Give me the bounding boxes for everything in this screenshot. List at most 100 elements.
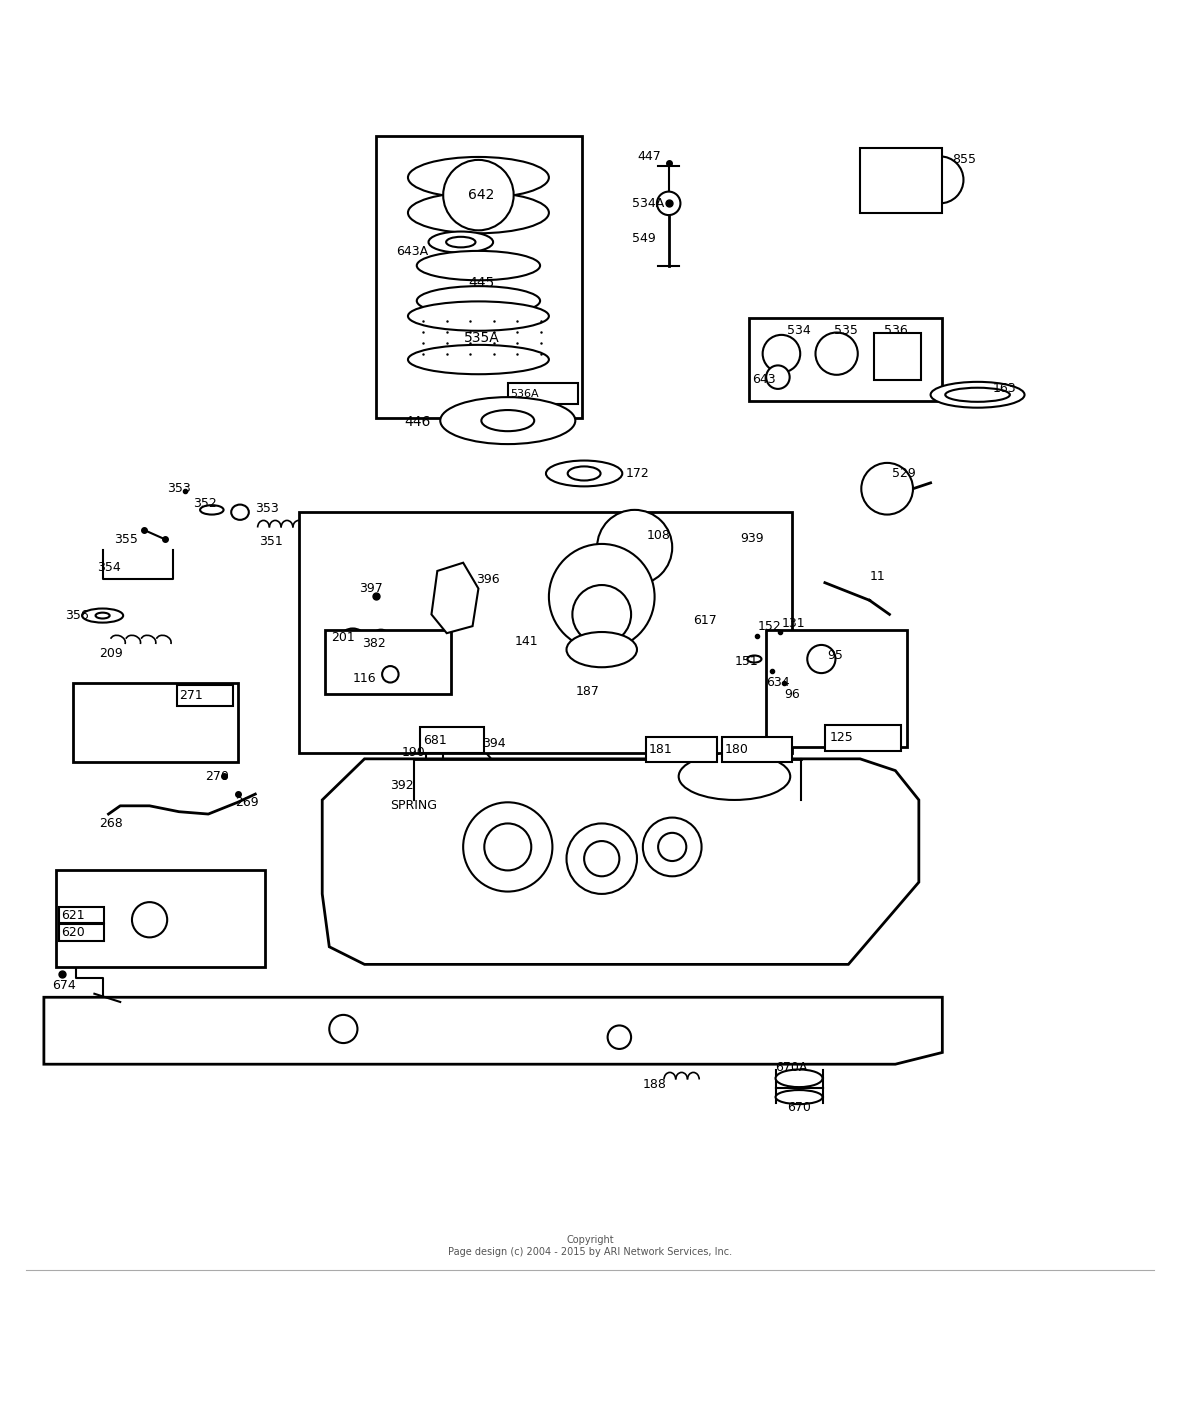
Text: 116: 116: [353, 672, 376, 685]
Text: 536A: 536A: [510, 388, 539, 398]
Polygon shape: [322, 758, 919, 964]
Ellipse shape: [678, 753, 791, 801]
Circle shape: [762, 335, 800, 373]
Text: 397: 397: [359, 582, 382, 594]
Text: 674: 674: [52, 979, 76, 993]
Text: 96: 96: [784, 688, 800, 700]
Ellipse shape: [96, 613, 110, 618]
Ellipse shape: [342, 628, 363, 642]
Text: 131: 131: [781, 617, 805, 630]
Text: 270: 270: [205, 770, 229, 784]
Ellipse shape: [83, 609, 123, 623]
Text: 681: 681: [424, 734, 447, 747]
Bar: [376, 137, 582, 418]
Circle shape: [658, 833, 687, 861]
Text: 187: 187: [576, 685, 599, 699]
Text: 353: 353: [255, 503, 278, 515]
Text: 125: 125: [830, 731, 853, 744]
Bar: [59, 925, 104, 940]
Ellipse shape: [931, 381, 1024, 408]
Text: 536: 536: [884, 323, 907, 336]
Text: 396: 396: [476, 573, 499, 586]
Text: ARI PartsSmart.com: ARI PartsSmart.com: [492, 661, 688, 681]
Circle shape: [382, 666, 399, 682]
Text: 11: 11: [870, 570, 885, 583]
Text: 201: 201: [332, 631, 355, 644]
Bar: [860, 148, 943, 213]
Text: 643A: 643A: [396, 246, 428, 258]
Text: Copyright
Page design (c) 2004 - 2015 by ARI Network Services, Inc.: Copyright Page design (c) 2004 - 2015 by…: [448, 1236, 732, 1257]
Text: 617: 617: [694, 614, 717, 627]
Ellipse shape: [481, 409, 535, 431]
Ellipse shape: [417, 287, 540, 315]
Bar: [825, 724, 902, 751]
Text: 353: 353: [168, 483, 191, 496]
Ellipse shape: [566, 633, 637, 668]
Text: SPRING: SPRING: [391, 799, 438, 812]
Circle shape: [861, 463, 913, 514]
Ellipse shape: [775, 1069, 822, 1087]
Text: 141: 141: [514, 635, 538, 648]
Text: 95: 95: [827, 650, 844, 662]
Text: 188: 188: [643, 1077, 667, 1090]
Text: 382: 382: [362, 637, 386, 651]
Text: 670A: 670A: [775, 1062, 808, 1075]
Ellipse shape: [231, 504, 249, 520]
Bar: [874, 333, 922, 380]
Bar: [647, 737, 716, 762]
Circle shape: [549, 544, 655, 650]
Circle shape: [608, 1025, 631, 1049]
Bar: [55, 870, 264, 967]
Text: 151: 151: [734, 655, 759, 668]
Bar: [73, 682, 237, 762]
Text: 354: 354: [97, 561, 120, 573]
Bar: [766, 630, 907, 747]
Ellipse shape: [201, 505, 223, 514]
Text: 268: 268: [99, 818, 123, 830]
Bar: [177, 685, 232, 706]
Bar: [299, 513, 792, 753]
Ellipse shape: [408, 157, 549, 198]
Text: 855: 855: [952, 154, 976, 167]
Circle shape: [444, 160, 513, 230]
Circle shape: [766, 366, 789, 388]
Ellipse shape: [440, 397, 576, 445]
Bar: [507, 383, 578, 404]
Text: 394: 394: [481, 737, 505, 750]
Text: 634: 634: [766, 676, 789, 689]
Bar: [748, 319, 943, 401]
Text: 392: 392: [391, 779, 414, 792]
Text: 152: 152: [758, 620, 781, 633]
Circle shape: [372, 630, 391, 648]
Text: 535A: 535A: [465, 332, 500, 346]
Bar: [59, 907, 104, 923]
Circle shape: [329, 1015, 358, 1043]
Ellipse shape: [546, 460, 622, 486]
Circle shape: [572, 585, 631, 644]
Text: 643: 643: [752, 373, 775, 385]
Text: 670: 670: [787, 1101, 811, 1114]
Circle shape: [657, 192, 681, 215]
Bar: [324, 630, 452, 695]
Text: 535: 535: [834, 323, 858, 336]
Circle shape: [807, 645, 835, 674]
Circle shape: [597, 510, 673, 585]
Bar: [721, 737, 792, 762]
Polygon shape: [432, 563, 478, 633]
Circle shape: [815, 333, 858, 374]
Text: 172: 172: [625, 467, 649, 480]
Text: 180: 180: [725, 743, 749, 755]
Ellipse shape: [408, 192, 549, 233]
Ellipse shape: [417, 251, 540, 280]
Text: 163: 163: [992, 383, 1016, 395]
Bar: [420, 727, 484, 753]
Text: 108: 108: [647, 530, 670, 542]
Text: 209: 209: [99, 647, 123, 659]
Text: 549: 549: [632, 232, 656, 246]
Text: 446: 446: [405, 415, 431, 429]
Ellipse shape: [747, 655, 761, 662]
Text: 181: 181: [649, 743, 673, 755]
Text: 939: 939: [740, 531, 763, 545]
Ellipse shape: [446, 237, 476, 247]
Text: 355: 355: [114, 532, 138, 545]
